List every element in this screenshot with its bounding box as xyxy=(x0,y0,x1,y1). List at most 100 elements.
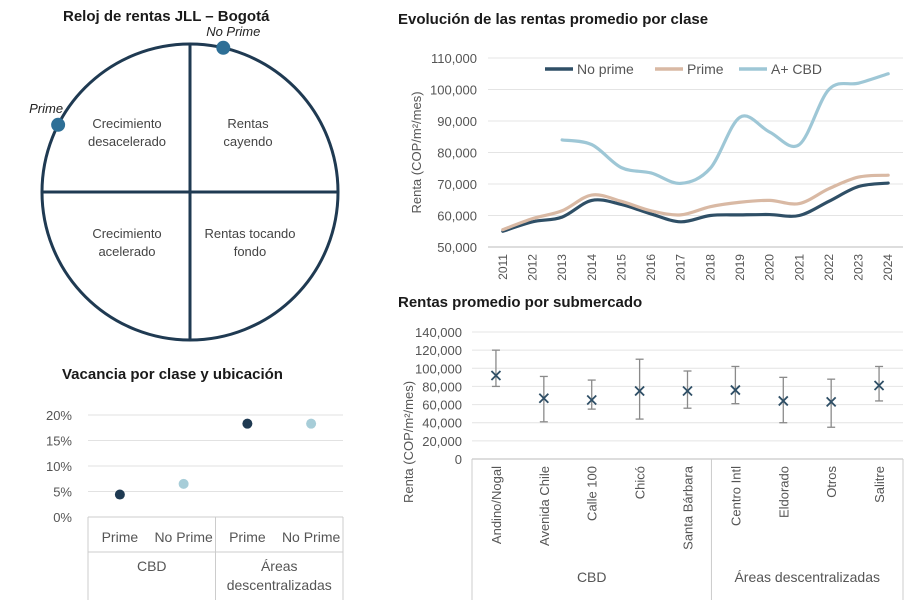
vacancy-group-label: descentralizadas xyxy=(227,577,332,593)
submarkets-marker xyxy=(730,384,741,396)
evolution-xtick: 2011 xyxy=(496,254,510,280)
quadrant-rents-falling-line-1: Rentas xyxy=(227,116,269,131)
submarkets-ytick: 60,000 xyxy=(422,398,462,413)
submarkets-marker-stroke xyxy=(682,385,693,397)
evolution-xtick: 2021 xyxy=(792,254,806,281)
submarkets-marker xyxy=(586,394,597,406)
evolution-xtick: 2017 xyxy=(674,254,688,281)
submarkets-ytick: 20,000 xyxy=(422,434,462,449)
evolution-xtick: 2020 xyxy=(763,254,777,281)
evolution-ytick: 70,000 xyxy=(437,177,477,192)
submarkets-category-label: Calle 100 xyxy=(585,466,600,521)
vacancy-title: Vacancia por clase y ubicación xyxy=(62,366,283,383)
vacancy-ytick: 15% xyxy=(46,434,72,449)
vacancy-category-label: Prime xyxy=(229,529,266,545)
submarkets-category-label: Salitre xyxy=(872,466,887,503)
submarkets-marker-stroke xyxy=(634,385,645,397)
submarkets-marker xyxy=(778,395,789,407)
evolution-xtick: 2016 xyxy=(644,254,658,281)
clock-marker xyxy=(216,40,231,55)
submarkets-category-label: Centro Intl xyxy=(728,466,743,526)
clock-title: Reloj de rentas JLL – Bogotá xyxy=(63,8,270,25)
submarkets-marker xyxy=(873,380,885,391)
vacancy-group-label: CBD xyxy=(137,558,167,574)
submarkets-marker xyxy=(682,385,693,397)
evolution-title: Evolución de las rentas promedio por cla… xyxy=(398,11,709,28)
submarkets-category-label: Otros xyxy=(824,466,839,498)
evolution-series-line xyxy=(560,72,890,185)
evolution-chart: 110,000 100,000 90,000 80,000 70,000 60,000 50… xyxy=(409,51,903,281)
evolution-xtick: 2012 xyxy=(525,254,539,281)
vacancy-category-label: No Prime xyxy=(154,529,213,545)
evolution-legend-label: Prime xyxy=(687,61,724,77)
submarkets-marker-stroke xyxy=(586,394,597,406)
evolution-xtick: 2022 xyxy=(822,254,836,281)
submarkets-marker xyxy=(826,396,837,407)
evolution-xtick: 2015 xyxy=(614,254,628,281)
submarkets-ytick: 0 xyxy=(455,452,462,467)
evolution-xtick: 2014 xyxy=(585,254,599,281)
evolution-ytick: 110,000 xyxy=(431,51,477,66)
submarkets-category-label: Chicó xyxy=(633,466,648,499)
vacancy-point xyxy=(242,418,253,429)
evolution-xtick: 2023 xyxy=(852,254,866,281)
vacancy-group-label: Áreas xyxy=(261,558,298,574)
quadrant-growth-accelerating-line-2: acelerado xyxy=(98,244,155,259)
vacancy-ytick: 10% xyxy=(46,459,72,474)
evolution-xtick: 2018 xyxy=(703,254,717,281)
quadrant-rents-bottoming-line-1: Rentas tocando xyxy=(204,226,295,241)
vacancy-point xyxy=(114,489,125,500)
submarkets-marker-stroke xyxy=(873,380,885,391)
vacancy-ytick: 0% xyxy=(53,510,72,525)
evolution-legend-label: A+ CBD xyxy=(771,61,822,77)
evolution-ytick: 60,000 xyxy=(437,209,477,224)
vacancy-category-label: No Prime xyxy=(282,529,341,545)
submarkets-ytick: 40,000 xyxy=(422,416,462,431)
vacancy-ytick: 5% xyxy=(53,485,72,500)
submarkets-title: Rentas promedio por submercado xyxy=(398,294,643,311)
quadrant-growth-slowing-line-2: desacelerado xyxy=(88,134,166,149)
evolution-series-line xyxy=(501,181,890,233)
quadrant-rents-falling-line-2: cayendo xyxy=(223,134,272,149)
submarkets-marker-stroke xyxy=(490,370,502,381)
evolution-ytick: 80,000 xyxy=(437,146,477,161)
clock-marker-label: Prime xyxy=(29,101,63,116)
submarkets-category-label: Andino/Nogal xyxy=(489,466,504,544)
evolution-xtick: 2013 xyxy=(555,254,569,281)
clock-marker xyxy=(51,117,66,132)
vacancy-point xyxy=(306,418,317,429)
submarkets-category-label: Santa Bárbara xyxy=(681,465,696,550)
quadrant-rents-bottoming-line-2: fondo xyxy=(234,244,267,259)
evolution-legend-label: No prime xyxy=(577,61,634,77)
submarkets-chart: 140,000 120,000 100,000 80,000 60,000 40,000 2… xyxy=(401,325,904,600)
submarkets-marker-stroke xyxy=(826,396,837,407)
vacancy-chart: 20% 15% 10% 5% 0% Prime No Prime CBD Prime No Pri… xyxy=(46,408,344,600)
clock-marker-label: No Prime xyxy=(206,24,260,39)
rent-clock: Crecimiento desacelerado Rentas cayendo Crec… xyxy=(29,24,340,342)
submarkets-category-label: Avenida Chile xyxy=(537,466,552,546)
submarkets-ytick: 120,000 xyxy=(415,343,462,358)
evolution-series-line xyxy=(501,173,890,232)
submarkets-ytick: 140,000 xyxy=(415,325,462,340)
vacancy-point xyxy=(178,478,189,489)
submarkets-ytick: 80,000 xyxy=(422,379,462,394)
submarkets-category-label: Eldorado xyxy=(776,466,791,518)
submarkets-marker-stroke xyxy=(538,393,549,404)
vacancy-ytick: 20% xyxy=(46,408,72,423)
evolution-ytick: 100,000 xyxy=(430,83,477,98)
evolution-ytick: 50,000 xyxy=(437,240,477,255)
submarkets-marker xyxy=(634,385,645,397)
evolution-xtick: 2024 xyxy=(881,254,895,281)
submarkets-ytick: 100,000 xyxy=(415,361,462,376)
submarkets-marker xyxy=(490,370,502,381)
quadrant-growth-accelerating-line-1: Crecimiento xyxy=(92,226,161,241)
submarkets-marker xyxy=(538,393,549,404)
submarkets-marker-stroke xyxy=(730,384,741,396)
evolution-ylabel: Renta (COP/m²/mes) xyxy=(409,91,424,213)
submarkets-group-label: CBD xyxy=(577,569,607,585)
vacancy-category-label: Prime xyxy=(102,529,139,545)
submarkets-group-label: Áreas descentralizadas xyxy=(734,569,880,585)
evolution-xtick: 2019 xyxy=(733,254,747,281)
submarkets-ylabel: Renta (COP/m²/mes) xyxy=(401,381,416,503)
evolution-ytick: 90,000 xyxy=(437,114,477,129)
